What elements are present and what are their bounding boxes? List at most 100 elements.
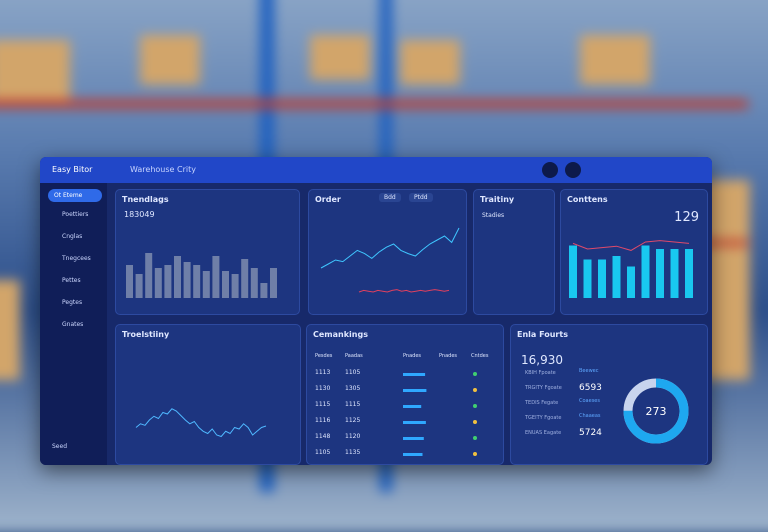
cell: 1130: [315, 385, 331, 392]
widget: Conttens 129: [560, 189, 708, 315]
label: Stadies: [482, 212, 505, 219]
line: [135, 408, 267, 438]
chart: [135, 408, 267, 438]
item-value: Coaeses: [579, 398, 600, 404]
widget: Order Bdd Ptdd: [308, 189, 467, 315]
chart: [320, 227, 460, 293]
bar: [145, 253, 153, 298]
cell: 1125: [345, 417, 361, 424]
cell: 1105: [315, 449, 331, 456]
bar: [685, 249, 693, 298]
progress-bar: [403, 405, 422, 408]
widget: Cemankings Pesdes Paadas Pnades Pnades Cntdes…: [306, 324, 504, 465]
chart: [569, 240, 693, 298]
progress-bar: [403, 373, 426, 376]
widget-value: 16,930: [521, 353, 563, 367]
widget-title: Troelstiiny: [122, 330, 170, 339]
dashboard: Easy Bitor Warehouse Crity Seed Ot Eteme…: [40, 157, 712, 465]
donut-label: 273: [646, 405, 667, 418]
bar: [126, 265, 133, 298]
bar: [569, 245, 577, 298]
search-button[interactable]: [542, 162, 558, 178]
nav-item[interactable]: Gnates: [62, 321, 84, 328]
cell: 1305: [345, 385, 361, 392]
bar: [612, 256, 621, 298]
column-header: Paadas: [345, 353, 363, 359]
nav-item[interactable]: Ot Eteme: [48, 189, 102, 202]
widget-title: Enla Fourts: [517, 330, 568, 339]
cell: 1115: [345, 401, 361, 408]
widget: Tnendlags 183049: [115, 189, 300, 315]
bar: [656, 249, 664, 298]
bar: [583, 259, 592, 298]
bar: [154, 268, 162, 298]
chart: [126, 253, 277, 298]
bar: [135, 274, 143, 298]
cell: 1105: [345, 369, 361, 376]
item-value: 6593: [579, 383, 602, 393]
progress-bar: [403, 421, 426, 424]
cell: 1148: [315, 433, 331, 440]
cell: 1120: [345, 433, 361, 440]
cell: 1115: [315, 401, 331, 408]
bar: [222, 271, 229, 298]
item-value: 5724: [579, 428, 602, 438]
widget-title: Tnendlags: [122, 195, 169, 204]
nav-item[interactable]: Cnglas: [62, 233, 83, 240]
widget-title: Cemankings: [313, 330, 368, 339]
app-name[interactable]: Easy Bitor: [52, 165, 93, 174]
bar: [164, 265, 172, 298]
status-dot: [473, 420, 477, 424]
bar: [193, 265, 201, 298]
item-label: TGEITY Fgoate: [525, 415, 562, 421]
bar: [231, 274, 239, 298]
bar: [627, 266, 635, 298]
button[interactable]: Ptdd: [409, 193, 433, 202]
top-bar: Easy Bitor Warehouse Crity: [40, 157, 712, 183]
status-dot: [473, 388, 477, 392]
nav-item[interactable]: Pegtes: [62, 299, 83, 306]
button[interactable]: Bdd: [379, 193, 401, 202]
widget: Enla Fourts 16,930 KBIH Fpoate Beewec TRGITY…: [510, 324, 708, 465]
page-title: Warehouse Crity: [130, 165, 196, 174]
bar: [183, 262, 191, 298]
bar: [598, 259, 606, 298]
chart: [403, 372, 477, 456]
sidebar: Seed Ot Eteme Poettiers Cnglas Tnegcees Pett…: [40, 183, 107, 465]
nav-item[interactable]: Poettiers: [62, 211, 89, 218]
chart: 273: [623, 378, 689, 444]
status-dot: [473, 436, 477, 440]
user-button[interactable]: [565, 162, 581, 178]
bar: [174, 256, 181, 298]
progress-bar: [403, 453, 423, 456]
cell: 1113: [315, 369, 331, 376]
column-header: Cntdes: [471, 353, 489, 359]
bar: [641, 245, 650, 298]
item-label: KBIH Fpoate: [525, 370, 556, 376]
line: [358, 289, 450, 293]
cell: 1135: [345, 449, 361, 456]
widget: Troelstiiny: [115, 324, 301, 465]
column-header: Pnades: [439, 353, 458, 359]
item-label: ENUAS Eagate: [525, 430, 562, 436]
widget-title: Conttens: [567, 195, 608, 204]
nav-item[interactable]: Tnegcees: [62, 255, 91, 262]
bar: [202, 271, 210, 298]
nav-item[interactable]: Pettes: [62, 277, 81, 284]
widget-title: Traitiny: [480, 195, 515, 204]
status-dot: [473, 372, 477, 376]
bar: [270, 268, 277, 298]
bar: [250, 268, 258, 298]
line: [320, 227, 460, 269]
item-value: Beewec: [579, 368, 599, 374]
widget-value: 183049: [124, 210, 155, 219]
widget-value: 129: [674, 210, 699, 225]
bar: [670, 249, 679, 298]
cell: 1116: [315, 417, 331, 424]
sidebar-footer[interactable]: Seed: [52, 443, 67, 450]
progress-bar: [403, 437, 424, 440]
widget-title: Order: [315, 195, 341, 204]
item-label: TRGITY Fgoate: [525, 385, 562, 391]
widget: Traitiny Stadies: [473, 189, 555, 315]
